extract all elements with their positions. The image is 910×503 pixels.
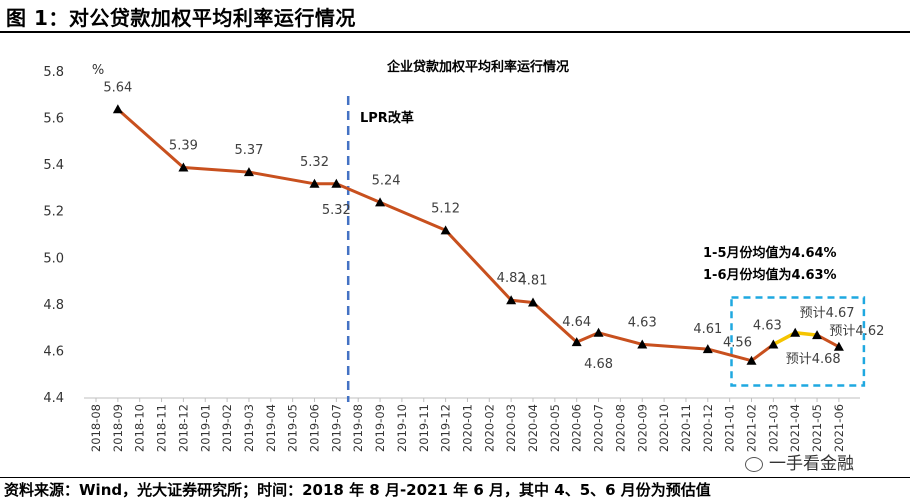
x-tick-label: 2021-05	[810, 404, 824, 452]
x-tick-label: 2020-01	[460, 404, 474, 452]
x-tick-label: 2019-06	[308, 404, 322, 452]
data-label: 预计4.62	[829, 324, 884, 339]
data-label: 4.56	[723, 336, 752, 351]
watermark-text: 一手看金融	[769, 454, 854, 474]
data-marker	[702, 344, 713, 354]
lpr-label: LPR改革	[360, 110, 414, 126]
unit-label: %	[92, 63, 104, 78]
data-marker	[309, 178, 320, 188]
data-label: 4.82	[497, 271, 526, 286]
data-labels: 5.64 5.39 5.37 5.32 5.32 5.24 5.12 4.824.81 4.64…	[103, 80, 884, 372]
x-tick-label: 2021-04	[788, 404, 802, 452]
series-lines	[116, 108, 840, 363]
series-line	[116, 108, 775, 363]
data-label: 4.63	[753, 318, 782, 333]
data-marker	[112, 104, 123, 114]
x-tick-label: 2019-01	[198, 404, 212, 452]
figure-title: 图 1：对公贷款加权平均利率运行情况	[6, 6, 356, 30]
chart-title: 企业贷款加权平均利率运行情况	[386, 59, 569, 75]
x-tick-label: 2018-11	[155, 404, 169, 452]
forecast-box	[730, 296, 866, 387]
source-footer: 资料来源：Wind，光大证券研究所；时间：2018 年 8 月-2021 年 6…	[4, 481, 711, 499]
y-tick-label: 5.0	[43, 251, 64, 266]
data-marker	[593, 327, 604, 337]
bottom-rule	[0, 477, 910, 478]
data-marker	[440, 225, 451, 235]
x-axis: 2018-08 2018-09 2018-10 2018-11 2018-12 2019-…	[84, 397, 860, 452]
annotation-avg-1-5: 1-5月份均值为4.64%	[703, 245, 837, 261]
x-tick-label: 2020-06	[570, 404, 584, 452]
x-tick-label: 2020-10	[657, 404, 671, 452]
x-tick-label: 2019-10	[395, 404, 409, 452]
data-label: 4.68	[584, 357, 613, 372]
x-tick-label: 2020-02	[482, 404, 496, 452]
x-tick-label: 2019-07	[329, 404, 343, 452]
x-tick-label: 2019-11	[417, 404, 431, 452]
data-marker	[637, 339, 648, 349]
data-label: 5.24	[372, 173, 401, 188]
y-tick-label: 5.8	[43, 65, 64, 80]
x-tick-label: 2018-08	[89, 404, 103, 452]
x-tick-label: 2019-12	[439, 404, 453, 452]
data-marker	[178, 162, 189, 172]
data-marker	[243, 167, 254, 177]
x-tick-label: 2021-01	[723, 404, 737, 452]
x-tick-label: 2018-12	[176, 404, 190, 452]
data-marker	[375, 197, 386, 207]
x-tick-label: 2021-03	[766, 404, 780, 452]
y-tick-label: 5.6	[43, 112, 64, 127]
x-tick-label: 2019-02	[220, 404, 234, 452]
x-tick-label: 2020-11	[679, 404, 693, 452]
x-tick-label: 2020-03	[504, 404, 518, 452]
data-label: 4.81	[519, 274, 548, 289]
data-label: 5.64	[103, 80, 132, 95]
x-tick-label: 2020-12	[701, 404, 715, 452]
data-label: 5.39	[169, 138, 198, 153]
x-tick-label: 2021-06	[832, 404, 846, 452]
data-marker	[833, 341, 844, 351]
data-marker	[768, 339, 779, 349]
x-tick-label: 2019-05	[286, 404, 300, 452]
data-label: 5.32	[300, 155, 329, 170]
data-label: 预计4.67	[800, 306, 855, 321]
x-tick-label: 2021-02	[745, 404, 759, 452]
watermark: 一手看金融	[745, 449, 854, 474]
y-axis: 4.4 4.6 4.8 5.0 5.2 5.4 5.6 5.8	[43, 65, 64, 406]
y-tick-label: 5.4	[43, 158, 64, 173]
y-tick-label: 4.8	[43, 298, 64, 313]
y-tick-label: 5.2	[43, 205, 64, 220]
x-tick-label: 2020-07	[592, 404, 606, 452]
data-marker	[331, 178, 342, 188]
x-tick-label: 2019-03	[242, 404, 256, 452]
data-marker	[812, 330, 823, 340]
x-tick-label: 2018-09	[111, 404, 125, 452]
y-tick-label: 4.6	[43, 344, 64, 359]
data-label: 预计4.68	[786, 352, 841, 367]
x-tick-label: 2018-10	[133, 404, 147, 452]
x-tick-label: 2020-04	[526, 404, 540, 452]
title-rule	[0, 31, 910, 33]
data-marker	[528, 297, 538, 307]
data-marker	[571, 337, 582, 347]
data-label: 5.32	[322, 203, 351, 218]
data-marker	[790, 327, 801, 337]
annotation-avg-1-6: 1-6月份均值为4.63%	[703, 267, 837, 283]
data-label: 4.63	[628, 315, 657, 330]
x-tick-label: 2020-05	[548, 404, 562, 452]
data-label: 5.12	[431, 201, 460, 216]
series-markers	[112, 104, 844, 365]
data-marker	[746, 355, 757, 365]
line-chart: 企业贷款加权平均利率运行情况 % 4.4 4.6 4.8 5.0 5.2 5.4 5.6 5.…	[43, 59, 884, 452]
x-tick-label: 2019-09	[373, 404, 387, 452]
x-tick-label: 2019-04	[264, 404, 278, 452]
x-tick-label: 2019-08	[351, 404, 365, 452]
x-tick-label: 2020-08	[613, 404, 627, 452]
data-marker	[506, 295, 517, 305]
y-tick-label: 4.4	[43, 391, 64, 406]
x-tick-label: 2020-09	[635, 404, 649, 452]
wechat-icon	[745, 456, 763, 472]
data-label: 5.37	[234, 143, 263, 158]
data-label: 4.64	[562, 315, 591, 330]
data-label: 4.61	[693, 322, 722, 337]
